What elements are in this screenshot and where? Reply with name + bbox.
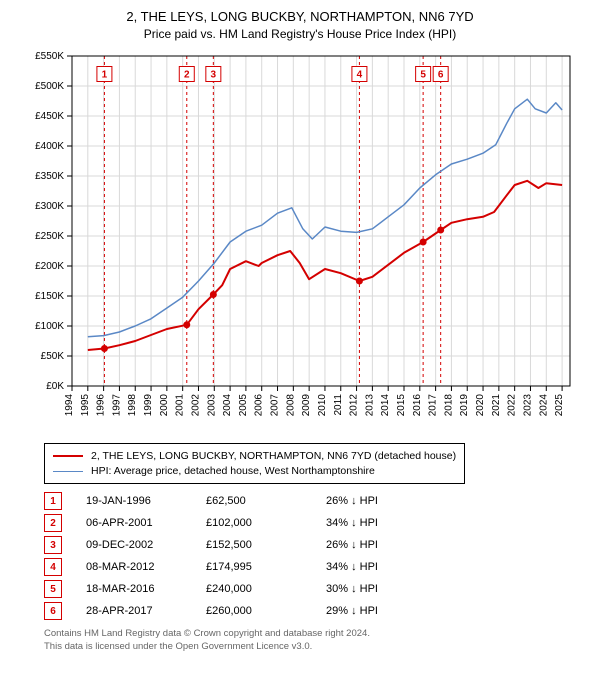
event-comparison: 30% ↓ HPI <box>326 583 446 595</box>
legend-box: 2, THE LEYS, LONG BUCKBY, NORTHAMPTON, N… <box>44 443 465 484</box>
svg-text:2025: 2025 <box>554 393 565 416</box>
svg-text:£500K: £500K <box>35 81 64 92</box>
event-date: 09-DEC-2002 <box>86 539 206 551</box>
table-row: 4 08-MAR-2012£174,99534% ↓ HPI <box>44 556 588 578</box>
table-row: 1 19-JAN-1996£62,50026% ↓ HPI <box>44 490 588 512</box>
svg-text:1997: 1997 <box>111 393 122 416</box>
event-date: 08-MAR-2012 <box>86 561 206 573</box>
event-price: £102,000 <box>206 517 326 529</box>
svg-text:2009: 2009 <box>301 393 312 416</box>
svg-text:2024: 2024 <box>538 393 549 416</box>
event-comparison: 26% ↓ HPI <box>326 539 446 551</box>
svg-text:3: 3 <box>211 69 217 80</box>
svg-text:2017: 2017 <box>428 393 439 416</box>
svg-text:£400K: £400K <box>35 141 64 152</box>
svg-text:2006: 2006 <box>254 393 265 416</box>
table-row: 6 28-APR-2017£260,00029% ↓ HPI <box>44 600 588 622</box>
svg-text:2005: 2005 <box>238 393 249 416</box>
event-number-box: 5 <box>44 580 62 598</box>
svg-text:1: 1 <box>102 69 108 80</box>
svg-text:2000: 2000 <box>159 393 170 416</box>
chart-container: £0K £50K £100K £150K £200K £250K £300K £350K £40… <box>18 48 588 433</box>
event-price: £174,995 <box>206 561 326 573</box>
legend-swatch-hpi <box>53 471 83 472</box>
svg-text:£200K: £200K <box>35 261 64 272</box>
svg-text:2016: 2016 <box>412 393 423 416</box>
legend-label-hpi: HPI: Average price, detached house, West… <box>91 464 375 479</box>
svg-text:£450K: £450K <box>35 111 64 122</box>
svg-text:£550K: £550K <box>35 51 64 62</box>
svg-text:6: 6 <box>438 69 444 80</box>
svg-text:2002: 2002 <box>190 393 201 416</box>
event-comparison: 26% ↓ HPI <box>326 495 446 507</box>
svg-text:2021: 2021 <box>491 393 502 416</box>
svg-text:2023: 2023 <box>522 393 533 416</box>
table-row: 3 09-DEC-2002£152,50026% ↓ HPI <box>44 534 588 556</box>
event-comparison: 29% ↓ HPI <box>326 605 446 617</box>
table-row: 5 18-MAR-2016£240,00030% ↓ HPI <box>44 578 588 600</box>
event-date: 28-APR-2017 <box>86 605 206 617</box>
svg-text:£0K: £0K <box>46 381 64 392</box>
svg-text:5: 5 <box>420 69 426 80</box>
svg-text:4: 4 <box>357 69 363 80</box>
event-number-box: 6 <box>44 602 62 620</box>
table-row: 2 06-APR-2001£102,00034% ↓ HPI <box>44 512 588 534</box>
svg-text:1998: 1998 <box>127 393 138 416</box>
event-date: 19-JAN-1996 <box>86 495 206 507</box>
svg-text:2003: 2003 <box>206 393 217 416</box>
svg-text:2020: 2020 <box>475 393 486 416</box>
event-number-box: 2 <box>44 514 62 532</box>
event-price: £152,500 <box>206 539 326 551</box>
event-comparison: 34% ↓ HPI <box>326 561 446 573</box>
svg-text:£100K: £100K <box>35 321 64 332</box>
footer-line-1: Contains HM Land Registry data © Crown c… <box>44 628 588 641</box>
legend-item-hpi: HPI: Average price, detached house, West… <box>53 464 456 479</box>
svg-text:2014: 2014 <box>380 393 391 416</box>
svg-text:2011: 2011 <box>333 393 344 415</box>
svg-text:2: 2 <box>184 69 190 80</box>
event-price: £240,000 <box>206 583 326 595</box>
svg-text:2007: 2007 <box>270 393 281 416</box>
svg-text:1994: 1994 <box>64 393 75 416</box>
event-date: 18-MAR-2016 <box>86 583 206 595</box>
event-number-box: 3 <box>44 536 62 554</box>
svg-text:2019: 2019 <box>459 393 470 416</box>
event-price: £62,500 <box>206 495 326 507</box>
svg-text:£350K: £350K <box>35 171 64 182</box>
svg-text:2013: 2013 <box>364 393 375 416</box>
footer-line-2: This data is licensed under the Open Gov… <box>44 641 588 654</box>
price-chart: £0K £50K £100K £150K £200K £250K £300K £350K £40… <box>18 48 578 428</box>
event-number-box: 4 <box>44 558 62 576</box>
svg-text:2008: 2008 <box>285 393 296 416</box>
footer-attribution: Contains HM Land Registry data © Crown c… <box>44 628 588 654</box>
event-date: 06-APR-2001 <box>86 517 206 529</box>
svg-text:£150K: £150K <box>35 291 64 302</box>
page-root: { "title_line1": "2, THE LEYS, LONG BUCK… <box>0 0 600 680</box>
legend-label-subject: 2, THE LEYS, LONG BUCKBY, NORTHAMPTON, N… <box>91 449 456 464</box>
svg-text:2018: 2018 <box>443 393 454 416</box>
svg-text:2015: 2015 <box>396 393 407 416</box>
svg-text:2022: 2022 <box>507 393 518 416</box>
event-price: £260,000 <box>206 605 326 617</box>
event-number-box: 1 <box>44 492 62 510</box>
svg-text:£250K: £250K <box>35 231 64 242</box>
svg-text:1996: 1996 <box>96 393 107 416</box>
svg-text:£50K: £50K <box>41 351 65 362</box>
svg-text:2004: 2004 <box>222 393 233 416</box>
svg-text:2012: 2012 <box>349 393 360 416</box>
svg-text:2001: 2001 <box>175 393 186 416</box>
page-subtitle: Price paid vs. HM Land Registry's House … <box>12 26 588 42</box>
events-table: 119-JAN-1996£62,50026% ↓ HPI206-APR-2001… <box>44 490 588 622</box>
page-title: 2, THE LEYS, LONG BUCKBY, NORTHAMPTON, N… <box>12 8 588 26</box>
legend-item-subject: 2, THE LEYS, LONG BUCKBY, NORTHAMPTON, N… <box>53 449 456 464</box>
svg-text:2010: 2010 <box>317 393 328 416</box>
svg-text:1999: 1999 <box>143 393 154 416</box>
svg-text:1995: 1995 <box>80 393 91 416</box>
legend-swatch-subject <box>53 455 83 457</box>
event-comparison: 34% ↓ HPI <box>326 517 446 529</box>
svg-text:£300K: £300K <box>35 201 64 212</box>
